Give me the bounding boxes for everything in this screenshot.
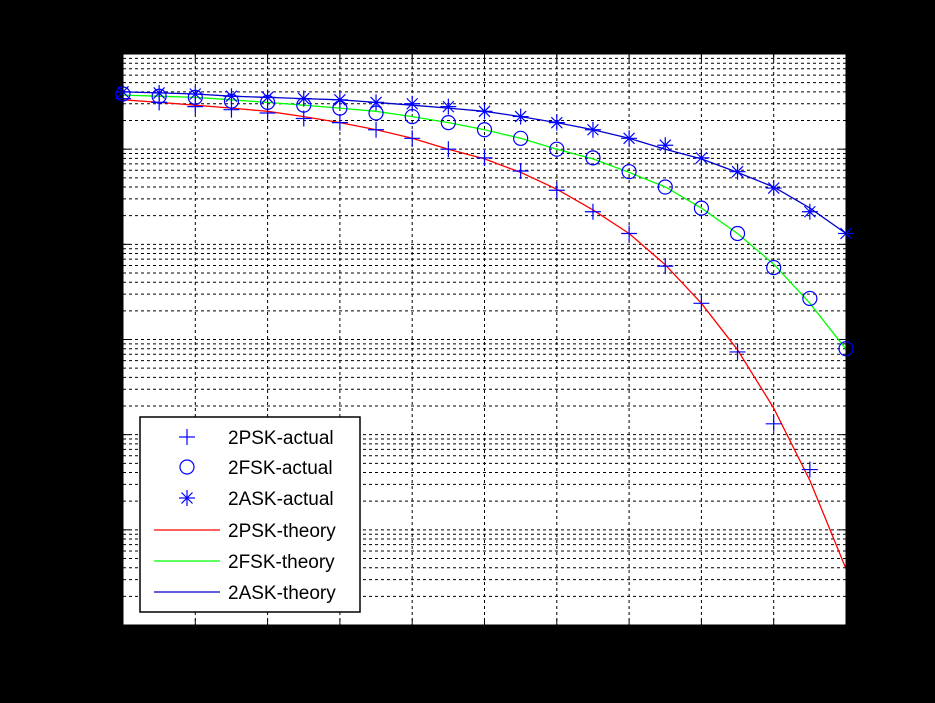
legend-label: 2ASK-actual bbox=[228, 489, 334, 510]
legend-label: 2FSK-theory bbox=[228, 552, 335, 573]
legend-item-2ask-theory: 2ASK-theory bbox=[154, 583, 336, 604]
series-markers bbox=[115, 83, 854, 478]
legend-marker-icon bbox=[179, 459, 195, 475]
legend-box bbox=[139, 416, 361, 613]
series-markers-2psk-actual bbox=[115, 90, 818, 478]
legend-item-2psk-actual: 2PSK-actual bbox=[179, 428, 334, 449]
legend-label: 2PSK-actual bbox=[228, 428, 334, 449]
legend-item-2fsk-actual: 2FSK-actual bbox=[179, 458, 333, 479]
legend-item-2psk-theory: 2PSK-theory bbox=[154, 521, 336, 542]
series-line-2fsk-theory bbox=[123, 94, 846, 350]
legend-label: 2FSK-actual bbox=[228, 458, 333, 479]
legend-label: 2PSK-theory bbox=[228, 521, 336, 542]
legend-marker-icon bbox=[179, 490, 195, 506]
legend-item-2ask-actual: 2ASK-actual bbox=[179, 489, 334, 510]
legend-label: 2ASK-theory bbox=[228, 583, 336, 604]
legend-item-2fsk-theory: 2FSK-theory bbox=[154, 552, 335, 573]
axis-ticks bbox=[122, 53, 847, 626]
legend: 2PSK-actual 2FSK-actual 2ASK-actual 2PSK-th… bbox=[139, 416, 361, 613]
legend-marker-icon bbox=[179, 429, 195, 445]
